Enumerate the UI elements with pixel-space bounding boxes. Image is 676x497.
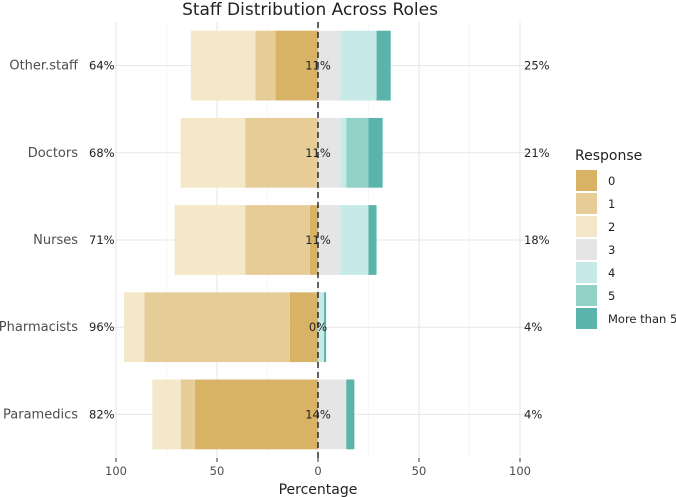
x-tick-label: 50 xyxy=(412,464,427,478)
low-percent-label: 82% xyxy=(89,407,115,421)
legend-label: 4 xyxy=(608,266,615,280)
neutral-percent-label: 11% xyxy=(305,233,331,247)
legend: Response 0 1 2 3 4 5 More than 5 xyxy=(575,148,676,329)
legend-label: 2 xyxy=(608,220,615,234)
bar-segment xyxy=(194,379,318,450)
bar-segment xyxy=(376,30,391,101)
bar-segment xyxy=(340,205,369,275)
bar-segment xyxy=(275,30,318,101)
legend-label: 0 xyxy=(608,174,615,188)
low-percent-label: 96% xyxy=(89,320,115,334)
bar-segment xyxy=(180,379,195,450)
legend-key xyxy=(576,285,597,306)
bar-segment xyxy=(318,117,341,188)
labels: Other.staff 64% 11% 25% Doctors 68% 11% 21% Nurs… xyxy=(0,59,550,423)
bars xyxy=(124,30,391,450)
bar-segment xyxy=(255,30,276,101)
legend-title: Response xyxy=(575,148,642,164)
x-tick-label: 0 xyxy=(314,464,321,478)
bar-segment xyxy=(174,205,246,275)
bar-segment xyxy=(245,117,318,188)
bar-segment xyxy=(152,379,181,450)
bar-segment xyxy=(318,30,341,101)
bar-segment xyxy=(318,292,325,363)
bar-segment xyxy=(318,379,347,450)
bar-segment xyxy=(368,117,383,188)
neutral-percent-label: 11% xyxy=(305,59,331,73)
bar-segment xyxy=(346,117,369,188)
category-label: Paramedics xyxy=(3,407,78,422)
legend-label: More than 5 xyxy=(608,312,676,326)
legend-key xyxy=(576,170,597,191)
chart-title: Staff Distribution Across Roles xyxy=(182,0,438,20)
low-percent-label: 64% xyxy=(89,59,115,73)
low-percent-label: 71% xyxy=(89,233,115,247)
bar-segment xyxy=(144,292,290,363)
high-percent-label: 21% xyxy=(524,146,550,160)
bar-segment xyxy=(180,117,246,188)
x-tick-label: 50 xyxy=(210,464,225,478)
neutral-percent-label: 14% xyxy=(305,407,331,421)
bar-segment xyxy=(340,117,347,188)
category-label: Nurses xyxy=(33,233,78,248)
category-label: Other.staff xyxy=(9,59,79,74)
x-axis-title: Percentage xyxy=(279,482,358,497)
high-percent-label: 4% xyxy=(524,407,542,421)
x-tick-label: 100 xyxy=(509,464,531,478)
legend-key xyxy=(576,262,597,283)
high-percent-label: 4% xyxy=(524,320,542,334)
neutral-percent-label: 11% xyxy=(305,146,331,160)
bar-segment xyxy=(324,292,327,363)
category-label: Pharmacists xyxy=(0,320,78,335)
high-percent-label: 18% xyxy=(524,233,550,247)
bar-segment xyxy=(368,205,377,275)
bar-segment xyxy=(318,205,341,275)
legend-label: 3 xyxy=(608,243,615,257)
legend-key xyxy=(576,216,597,237)
high-percent-label: 25% xyxy=(524,59,550,73)
category-label: Doctors xyxy=(28,146,79,161)
legend-label: 5 xyxy=(608,289,615,303)
bar-segment xyxy=(309,205,318,275)
neutral-percent-label: 0% xyxy=(309,320,327,334)
legend-label: 1 xyxy=(608,197,615,211)
legend-key xyxy=(576,308,597,329)
bar-segment xyxy=(340,30,377,101)
x-tick-label: 100 xyxy=(105,464,127,478)
bar-segment xyxy=(289,292,318,363)
bar-segment xyxy=(346,379,355,450)
x-axis: 100 50 0 50 100 xyxy=(105,458,531,478)
bar-segment xyxy=(124,292,145,363)
bar-segment xyxy=(190,30,256,101)
low-percent-label: 68% xyxy=(89,146,115,160)
legend-key xyxy=(576,239,597,260)
bar-segment xyxy=(245,205,310,275)
legend-key xyxy=(576,193,597,214)
